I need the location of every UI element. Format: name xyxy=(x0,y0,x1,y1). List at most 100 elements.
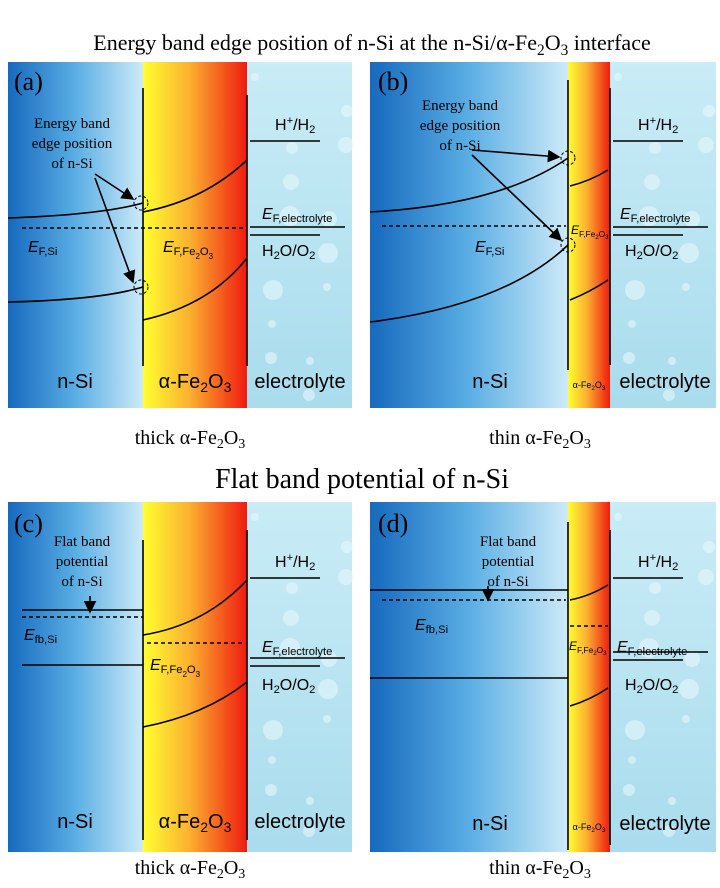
region-label: electrolyte xyxy=(619,813,710,835)
text-part: H xyxy=(625,243,637,260)
droplet xyxy=(265,352,277,364)
droplet xyxy=(286,142,298,154)
text-part: H xyxy=(638,117,650,134)
fe2o3-region xyxy=(568,502,610,852)
text-part: thin α-Fe xyxy=(489,427,562,449)
text-part: O xyxy=(208,371,224,393)
title: Energy band edge position of n-Si at the… xyxy=(93,30,650,59)
text-part: H xyxy=(262,677,274,694)
text-part: α-Fe xyxy=(159,811,201,833)
droplet xyxy=(623,784,635,796)
text-part: 2 xyxy=(672,561,678,573)
text-part: O xyxy=(545,30,561,55)
droplet xyxy=(283,174,299,190)
droplet xyxy=(283,610,299,626)
text-part: O xyxy=(187,664,196,676)
droplet xyxy=(628,320,636,328)
text-part: O xyxy=(224,857,238,879)
callout: Flat band xyxy=(54,534,111,550)
text-part: /H xyxy=(293,117,309,134)
text-part: 2 xyxy=(309,250,315,262)
text-part: /H xyxy=(656,117,672,134)
callout: Flat band xyxy=(480,534,537,550)
region-label: n-Si xyxy=(57,371,93,393)
text-part: E xyxy=(617,639,628,656)
panel-label: (b) xyxy=(378,67,408,96)
callout: of n-Si xyxy=(51,156,92,172)
text-part: F,electrolyte xyxy=(273,213,333,225)
droplet xyxy=(318,679,338,699)
n-si-region xyxy=(370,502,568,852)
droplet xyxy=(698,137,714,153)
caption: thick α-Fe2O3 xyxy=(135,427,246,452)
region-label: n-Si xyxy=(472,813,508,835)
text-part: O xyxy=(200,246,209,258)
text-part: O/O xyxy=(643,677,672,694)
callout: of n-Si xyxy=(439,138,480,154)
text-part: F,Fe xyxy=(174,246,196,258)
region-label: n-Si xyxy=(57,811,93,833)
text-part: F,Fe xyxy=(161,664,183,676)
droplet xyxy=(668,357,676,365)
droplet xyxy=(263,720,283,740)
region-label: electrolyte xyxy=(254,371,345,393)
text-part: F,electrolyte xyxy=(631,213,691,225)
text-part: 3 xyxy=(209,252,214,261)
text-part: E xyxy=(620,206,631,223)
text-part: 2 xyxy=(672,250,678,262)
text-part: H xyxy=(275,554,287,571)
droplet xyxy=(341,105,353,117)
text-part: 2 xyxy=(672,684,678,696)
droplet xyxy=(268,320,276,328)
droplet xyxy=(623,352,635,364)
text-part: 2 xyxy=(200,819,208,835)
text-part: H xyxy=(275,117,287,134)
droplet xyxy=(682,715,690,723)
text-part: 2 xyxy=(309,684,315,696)
droplet xyxy=(318,243,338,263)
region-label: α-Fe2O3 xyxy=(159,811,232,835)
caption: thick α-Fe2O3 xyxy=(135,857,246,882)
droplet xyxy=(263,280,283,300)
droplet xyxy=(703,105,715,117)
droplet xyxy=(614,513,622,521)
figure: Energy band edge position of n-Si at the… xyxy=(0,0,720,888)
n-si-region xyxy=(8,62,143,408)
redox-label: H2O/O2 xyxy=(262,677,315,696)
caption: thin α-Fe2O3 xyxy=(489,857,591,882)
droplet xyxy=(265,784,277,796)
callout: of n-Si xyxy=(487,574,528,590)
text-part: E xyxy=(163,239,174,256)
text-part: 3 xyxy=(238,867,245,882)
text-part: F,electrolyte xyxy=(273,646,333,658)
droplet xyxy=(628,756,636,764)
droplet xyxy=(679,679,699,699)
callout: Energy band xyxy=(34,116,110,132)
text-part: /H xyxy=(656,554,672,571)
text-part: O/O xyxy=(643,243,672,260)
droplet xyxy=(323,283,331,291)
droplet xyxy=(338,137,354,153)
droplet xyxy=(338,569,354,585)
text-part: 2 xyxy=(672,124,678,136)
droplet xyxy=(644,174,660,190)
text-part: 3 xyxy=(602,385,606,392)
droplet xyxy=(703,541,715,553)
droplet xyxy=(323,715,331,723)
droplet xyxy=(268,756,276,764)
callout: Energy band xyxy=(422,98,498,114)
text-part: O xyxy=(595,822,602,832)
text-part: 2 xyxy=(562,867,569,882)
text-part: 3 xyxy=(238,437,245,452)
text-part: 3 xyxy=(584,867,591,882)
text-part: F,electrolyte xyxy=(628,646,688,658)
text-part: E xyxy=(415,617,426,634)
text-part: F,Si xyxy=(486,246,505,258)
droplet xyxy=(251,73,259,81)
region-label: electrolyte xyxy=(254,811,345,833)
redox-label: H2O/O2 xyxy=(625,677,678,696)
text-part: 3 xyxy=(196,670,201,679)
text-part: E xyxy=(28,239,39,256)
region-label: electrolyte xyxy=(619,371,710,393)
text-part: H xyxy=(262,243,274,260)
